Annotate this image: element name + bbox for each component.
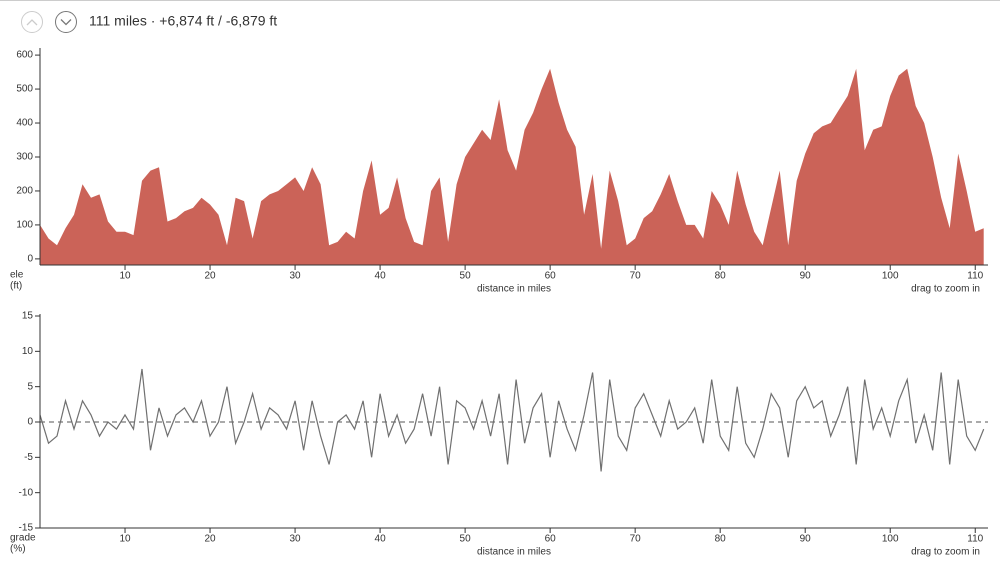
y-tick-label: -5: [24, 452, 33, 463]
y-axis-unit: (ft): [10, 281, 22, 292]
x-tick-label: 30: [290, 534, 302, 545]
y-tick-label: 5: [27, 381, 33, 392]
down-button-circle[interactable]: [55, 11, 77, 33]
x-tick-label: 30: [290, 271, 302, 282]
x-tick-label: 70: [630, 534, 642, 545]
x-tick-label: 10: [119, 534, 131, 545]
x-tick-label: 110: [967, 534, 983, 545]
y-tick-label: 300: [16, 152, 33, 163]
grade-line: [39, 368, 985, 472]
zoom-hint: drag to zoom in: [911, 284, 980, 295]
zoom-hint: drag to zoom in: [911, 547, 980, 558]
y-axis-label: grade: [10, 533, 36, 544]
y-axis-label: ele: [10, 270, 24, 281]
x-tick-label: 80: [715, 534, 727, 545]
y-tick-label: 15: [22, 311, 34, 322]
x-tick-label: 80: [715, 271, 727, 282]
up-button[interactable]: [21, 11, 43, 33]
y-tick-label: -10: [19, 487, 34, 498]
y-tick-label: 0: [27, 417, 33, 428]
x-tick-label: 100: [882, 271, 899, 282]
x-tick-label: 10: [119, 271, 131, 282]
x-axis-label: distance in miles: [477, 284, 551, 295]
x-tick-label: 40: [375, 271, 387, 282]
y-tick-label: 200: [16, 186, 33, 197]
x-tick-label: 20: [204, 271, 216, 282]
x-tick-label: 20: [204, 534, 216, 545]
x-tick-label: 90: [800, 534, 812, 545]
x-tick-label: 50: [460, 534, 472, 545]
y-tick-label: 500: [16, 84, 33, 95]
x-tick-label: 100: [882, 534, 899, 545]
elevation-area: [40, 68, 984, 265]
x-tick-label: 50: [460, 271, 472, 282]
x-tick-label: 110: [967, 271, 983, 282]
y-tick-label: 100: [16, 220, 33, 231]
down-chevron[interactable]: [60, 19, 72, 26]
x-tick-label: 40: [375, 534, 387, 545]
y-tick-label: -15: [19, 523, 34, 534]
y-tick-label: 600: [16, 50, 33, 61]
y-tick-label: 10: [22, 346, 34, 357]
x-tick-label: 90: [800, 271, 812, 282]
up-chevron[interactable]: [26, 19, 38, 26]
x-tick-label: 60: [545, 271, 557, 282]
x-axis-label: distance in miles: [477, 547, 551, 558]
x-tick-label: 60: [545, 534, 557, 545]
y-tick-label: 0: [27, 254, 33, 265]
down-button[interactable]: [55, 11, 77, 33]
y-tick-label: 400: [16, 118, 33, 129]
up-button-circle[interactable]: [21, 11, 43, 33]
x-tick-label: 70: [630, 271, 642, 282]
y-axis-unit: (%): [10, 544, 26, 555]
route-summary: 111 miles · +6,874 ft / -6,879 ft: [89, 13, 277, 29]
